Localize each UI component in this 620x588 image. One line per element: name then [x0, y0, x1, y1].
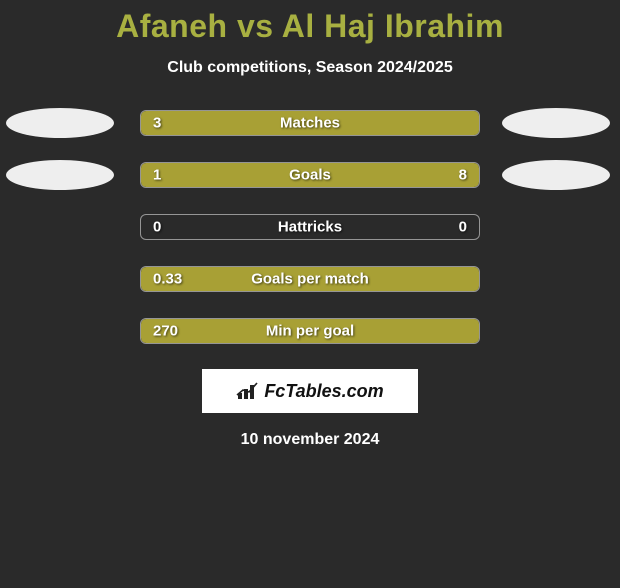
comparison-chart: 3Matches18Goals00Hattricks0.33Goals per … — [0, 109, 620, 345]
left-value: 1 — [153, 167, 161, 184]
bar-fill-left — [141, 267, 479, 291]
player-left-oval — [6, 108, 114, 138]
stat-row: 3Matches — [0, 109, 620, 137]
stat-row: 270Min per goal — [0, 317, 620, 345]
right-value: 0 — [459, 219, 467, 236]
stat-label: Hattricks — [141, 219, 479, 236]
right-value: 8 — [459, 167, 467, 184]
bar-fill-left — [141, 319, 479, 343]
stat-row: 18Goals — [0, 161, 620, 189]
player-right-oval — [502, 108, 610, 138]
stat-row: 0 0Hattricks — [0, 213, 620, 241]
left-value: 0 — [153, 219, 161, 236]
bar-fill-left — [141, 111, 479, 135]
left-value: 3 — [153, 115, 161, 132]
branding-label: FcTables.com — [264, 381, 383, 402]
player-right-oval — [502, 160, 610, 190]
stat-bar: 270Min per goal — [140, 318, 480, 344]
bar-fill-right — [205, 163, 479, 187]
stat-bar: 3Matches — [140, 110, 480, 136]
subtitle: Club competitions, Season 2024/2025 — [0, 59, 620, 77]
stat-bar: 18Goals — [140, 162, 480, 188]
page-title: Afaneh vs Al Haj Ibrahim — [0, 8, 620, 45]
left-value: 0.33 — [153, 271, 182, 288]
branding-badge: FcTables.com — [202, 369, 418, 413]
bar-chart-icon — [236, 381, 260, 401]
stat-row: 0.33Goals per match — [0, 265, 620, 293]
bar-fill-left — [141, 163, 205, 187]
stat-bar: 0.33Goals per match — [140, 266, 480, 292]
left-value: 270 — [153, 323, 178, 340]
player-left-oval — [6, 160, 114, 190]
date-label: 10 november 2024 — [0, 431, 620, 449]
stat-bar: 0 0Hattricks — [140, 214, 480, 240]
